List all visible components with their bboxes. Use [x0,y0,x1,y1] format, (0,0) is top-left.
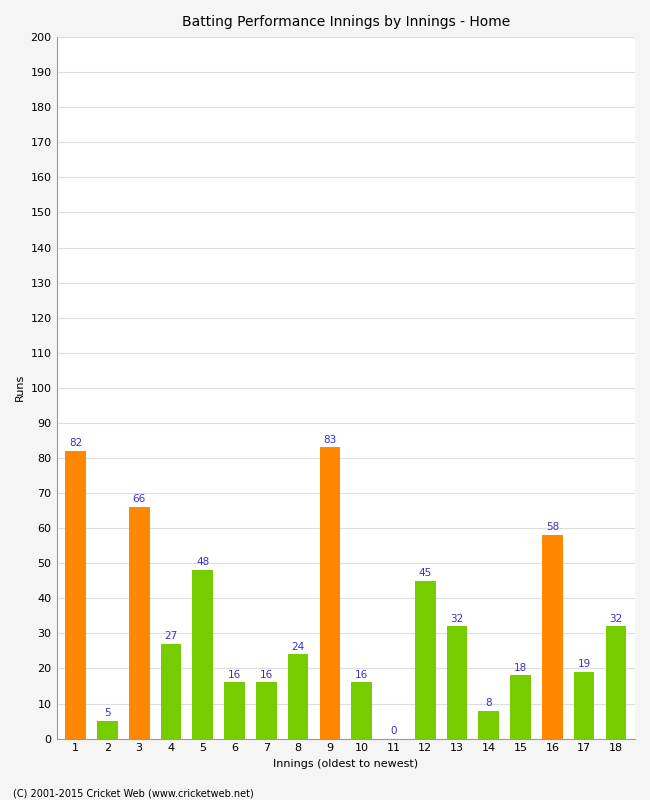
Text: 24: 24 [291,642,305,652]
Bar [224,682,245,738]
Text: 16: 16 [228,670,241,680]
Bar [478,710,499,738]
Text: 48: 48 [196,558,209,567]
Text: 32: 32 [609,614,623,623]
Text: 5: 5 [104,708,110,718]
Bar [447,626,467,738]
Text: 82: 82 [69,438,83,448]
Bar [606,626,626,738]
Bar [192,570,213,738]
Bar [129,507,150,738]
Text: 45: 45 [419,568,432,578]
Text: 19: 19 [577,659,591,669]
Bar [288,654,309,738]
Text: (C) 2001-2015 Cricket Web (www.cricketweb.net): (C) 2001-2015 Cricket Web (www.cricketwe… [13,788,254,798]
Text: 16: 16 [355,670,369,680]
Text: 0: 0 [390,726,396,736]
Text: 32: 32 [450,614,463,623]
Bar [65,451,86,738]
Bar [574,672,595,738]
Bar [415,581,436,738]
Bar [97,721,118,738]
X-axis label: Innings (oldest to newest): Innings (oldest to newest) [273,759,419,769]
Bar [256,682,277,738]
Text: 83: 83 [323,434,337,445]
Text: 58: 58 [546,522,559,532]
Title: Batting Performance Innings by Innings - Home: Batting Performance Innings by Innings -… [181,15,510,29]
Bar [352,682,372,738]
Text: 16: 16 [260,670,273,680]
Text: 27: 27 [164,631,177,641]
Bar [161,644,181,738]
Text: 66: 66 [133,494,146,504]
Y-axis label: Runs: Runs [15,374,25,402]
Bar [320,447,340,738]
Text: 18: 18 [514,662,527,673]
Text: 8: 8 [486,698,492,708]
Bar [542,535,563,738]
Bar [510,675,531,738]
